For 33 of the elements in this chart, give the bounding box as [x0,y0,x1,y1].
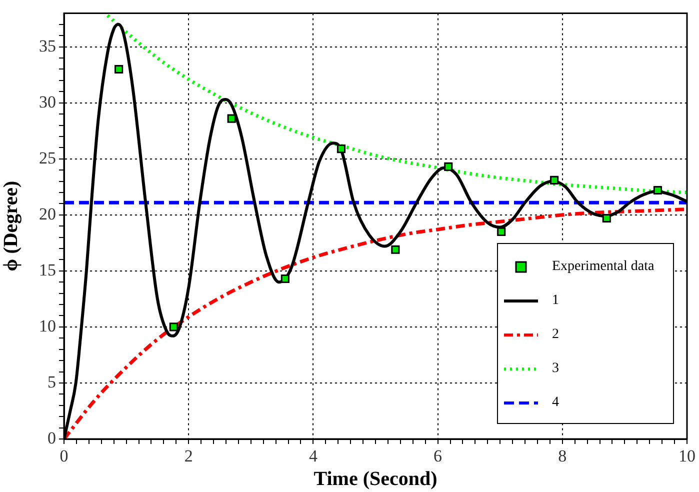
point [497,227,506,236]
x-tick-label: 2 [184,446,193,466]
y-tick-label: 25 [39,148,56,168]
y-tick-label: 30 [39,92,56,112]
y-tick-label: 10 [39,316,56,336]
legend-label: 4 [552,395,559,411]
x-tick-label: 4 [308,446,318,466]
line-series [106,14,687,194]
point [391,245,400,254]
point [602,214,611,223]
x-tick-label: 6 [434,446,442,466]
point [550,176,559,184]
legend-label: Experimental data [552,259,654,275]
y-tick-label: 5 [48,372,56,392]
x-tick-label: 0 [60,446,68,466]
point [336,144,346,154]
x-tick-label: 8 [558,446,567,466]
legend-label: 2 [552,327,559,343]
y-tick-label: 20 [39,204,56,224]
legend-label: 3 [552,361,559,377]
legend-label: 1 [552,293,559,309]
y-tick-label: 35 [39,36,56,56]
point [444,162,453,171]
point [280,274,290,284]
x-tick-label: 10 [678,446,696,466]
point [114,64,124,74]
y-tick-label: 0 [48,428,56,448]
point [169,322,178,332]
y-axis-title: ϕ (Degree) [0,180,22,272]
x-axis-title: Time (Second) [314,468,438,490]
point [227,114,236,123]
point [653,186,662,195]
y-tick-label: 15 [39,260,56,280]
